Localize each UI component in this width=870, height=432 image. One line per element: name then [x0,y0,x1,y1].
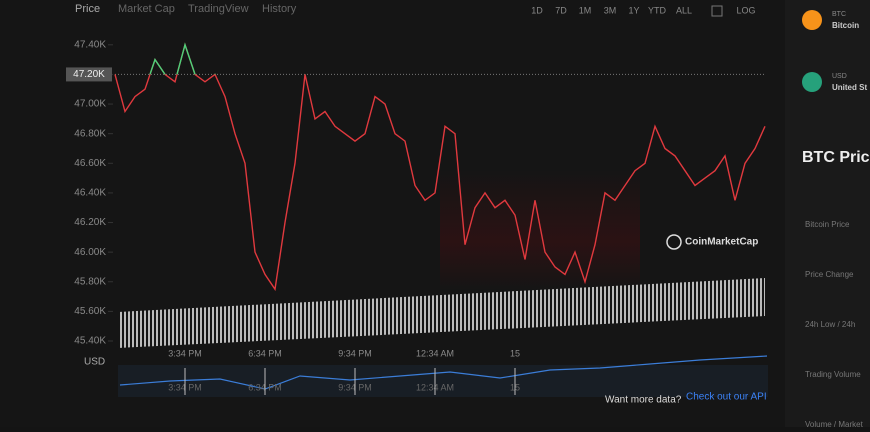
x-tick-label: 6:34 PM [248,348,282,358]
navigator-line [119,355,768,390]
x-tick-label: 9:34 PM [338,348,372,358]
tabs: Price Market Cap TradingView History [75,3,297,15]
x-tick-label: 12:34 AM [416,348,454,358]
price-line [114,42,766,292]
asset-name: Bitcoin [832,21,859,30]
area-glow [440,170,640,290]
sidebar-row: Bitcoin Price [805,220,850,229]
x-tick-label: 3:34 PM [168,348,202,358]
sidebar-row: Trading Volume [805,370,861,379]
y-tick-label: 46.60K [74,158,106,169]
x-tick-label: 15 [510,348,520,358]
range-button[interactable]: 7D [555,5,567,15]
footer-link[interactable]: Check out our API [686,392,767,403]
y-tick-label: 47.40K [74,39,106,50]
tab[interactable]: TradingView [188,3,249,15]
range-button[interactable]: 3M [604,5,617,15]
range-button[interactable]: LOG [736,5,755,15]
sidebar-row: Price Change [805,270,854,279]
sidebar-rows: Bitcoin Price Price Change 24h Low / 24h Tr… [805,220,864,429]
y-tick-label: 45.60K [74,306,106,317]
watermark: CoinMarketCap [685,237,758,248]
tab[interactable]: History [262,3,297,15]
usd-icon [802,72,822,92]
y-tick-label: 46.00K [74,247,106,258]
tab[interactable]: Market Cap [118,3,175,15]
y-tick-label: 46.40K [74,188,106,199]
y-tick-label: 46.80K [74,128,106,139]
asset-symbol: BTC [832,11,846,18]
reference-badge [66,67,112,82]
watermark-logo [666,234,682,250]
range-button[interactable]: ALL [676,5,692,15]
sidebar-row: Volume / Market [805,420,864,427]
range-button[interactable]: 1Y [628,5,639,15]
y-tick-label: 46.20K [74,217,106,228]
sidebar [785,0,870,427]
reference-label: 47.20K [73,69,105,80]
tab[interactable]: Price [75,3,100,15]
range-button[interactable]: YTD [648,5,667,15]
footer-prompt: Want more data? [605,395,682,406]
volume-bars [118,278,765,348]
currency-label: USD [84,357,105,368]
range-button[interactable]: 1M [579,5,592,15]
range-buttons: 1D 7D 1M 3M 1Y YTD ALL LOG [531,5,756,17]
calendar-icon[interactable] [711,5,723,17]
y-tick-label: 45.80K [74,276,106,287]
btc-icon [802,10,822,30]
y-tick-label: 47.00K [74,99,106,110]
y-tick-label: 45.40K [74,336,106,347]
range-button[interactable]: 1D [531,5,543,15]
chart: 45.40K 45.60K 45.80K 46.00K 46.20K 46.40K 46.6… [66,39,766,395]
sidebar-row: 24h Low / 24h [805,320,855,329]
sidebar-title: BTC Price [802,149,870,166]
asset-symbol: USD [832,73,847,80]
asset-name: United St [832,83,867,92]
